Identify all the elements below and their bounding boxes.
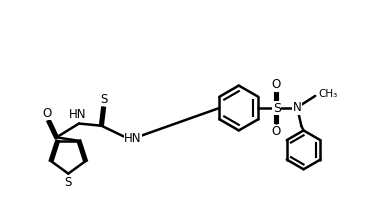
Text: O: O xyxy=(42,107,51,120)
Text: CH₃: CH₃ xyxy=(319,89,338,99)
Text: S: S xyxy=(65,176,72,189)
Text: N: N xyxy=(293,101,301,114)
Text: O: O xyxy=(272,125,281,138)
Text: O: O xyxy=(272,78,281,91)
Text: S: S xyxy=(273,102,281,114)
Text: HN: HN xyxy=(68,108,86,121)
Text: S: S xyxy=(101,93,108,106)
Text: HN: HN xyxy=(124,132,142,145)
